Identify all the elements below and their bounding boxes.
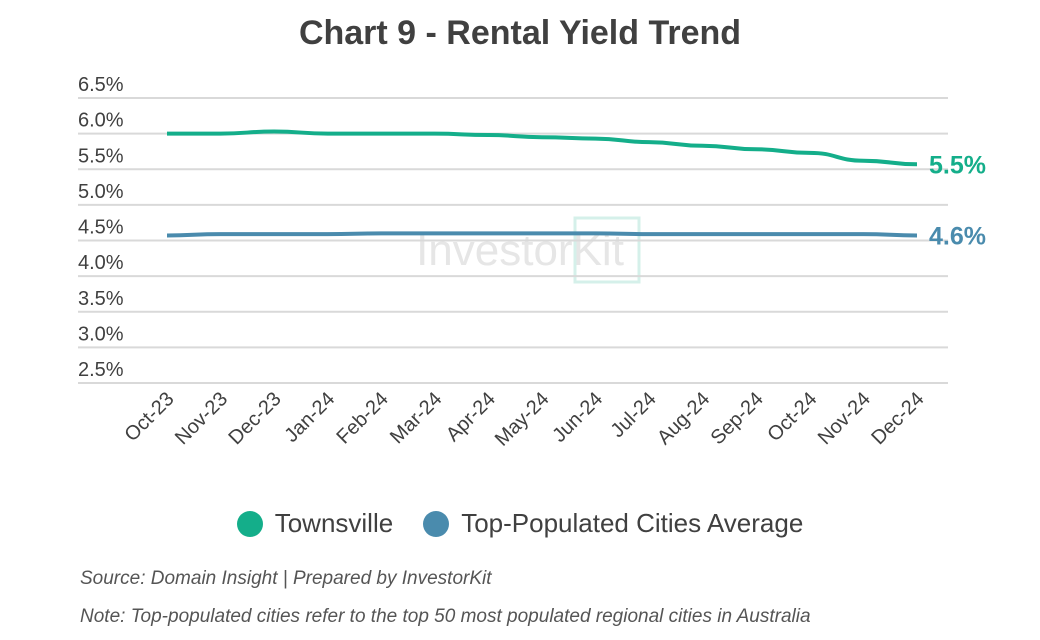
y-tick-label: 6.0% [78,110,124,132]
x-tick-label: Dec-24 [867,388,928,449]
y-tick-label: 4.5% [78,217,124,239]
x-tick-label: Aug-24 [653,388,714,449]
source-note: Source: Domain Insight | Prepared by Inv… [80,568,492,589]
y-tick-label: 5.5% [78,145,124,167]
x-tick-label: Oct-24 [763,388,821,446]
legend-item-townsville: Townsville [236,508,394,539]
y-tick-label: 2.5% [78,359,124,381]
x-tick-label: Sep-24 [707,388,768,449]
y-tick-label: 4.0% [78,252,124,274]
x-tick-label: Nov-23 [171,388,232,449]
y-tick-label: 6.5% [78,74,124,96]
x-tick-label: Mar-24 [386,388,446,448]
y-tick-label: 5.0% [78,181,124,203]
watermark-logo-box [573,216,641,284]
y-tick-label: 3.5% [78,288,124,310]
legend-label: Townsville [274,508,394,538]
series-line-0 [167,129,918,167]
line-chart: InvestorKit6.5%6.0%5.5%5.0%4.5%4.0%3.5%3… [78,74,986,451]
end-data-label: 4.6% [929,223,986,251]
legend-marker-icon [423,510,450,537]
x-tick-label: Dec-23 [225,388,286,449]
x-tick-label: Jan-24 [280,388,339,447]
legend-label: Top-Populated Cities Average [461,508,804,538]
x-tick-label: Nov-24 [814,388,875,449]
legend-marker-icon [236,510,263,537]
footnote: Note: Top-populated cities refer to the … [80,606,811,627]
end-data-label: 5.5% [929,151,986,179]
x-tick-label: Oct-23 [121,388,179,446]
x-tick-label: Jun-24 [548,388,607,447]
y-tick-label: 3.0% [78,323,124,345]
legend-item-average: Top-Populated Cities Average [423,508,803,539]
series-line-1 [166,231,918,238]
x-tick-label: May-24 [491,388,554,451]
chart-title: Chart 9 - Rental Yield Trend [298,14,742,52]
legend: Townsville Top-Populated Cities Average [0,508,1040,539]
x-tick-label: Feb-24 [332,388,392,448]
x-tick-label: Apr-24 [442,388,500,446]
